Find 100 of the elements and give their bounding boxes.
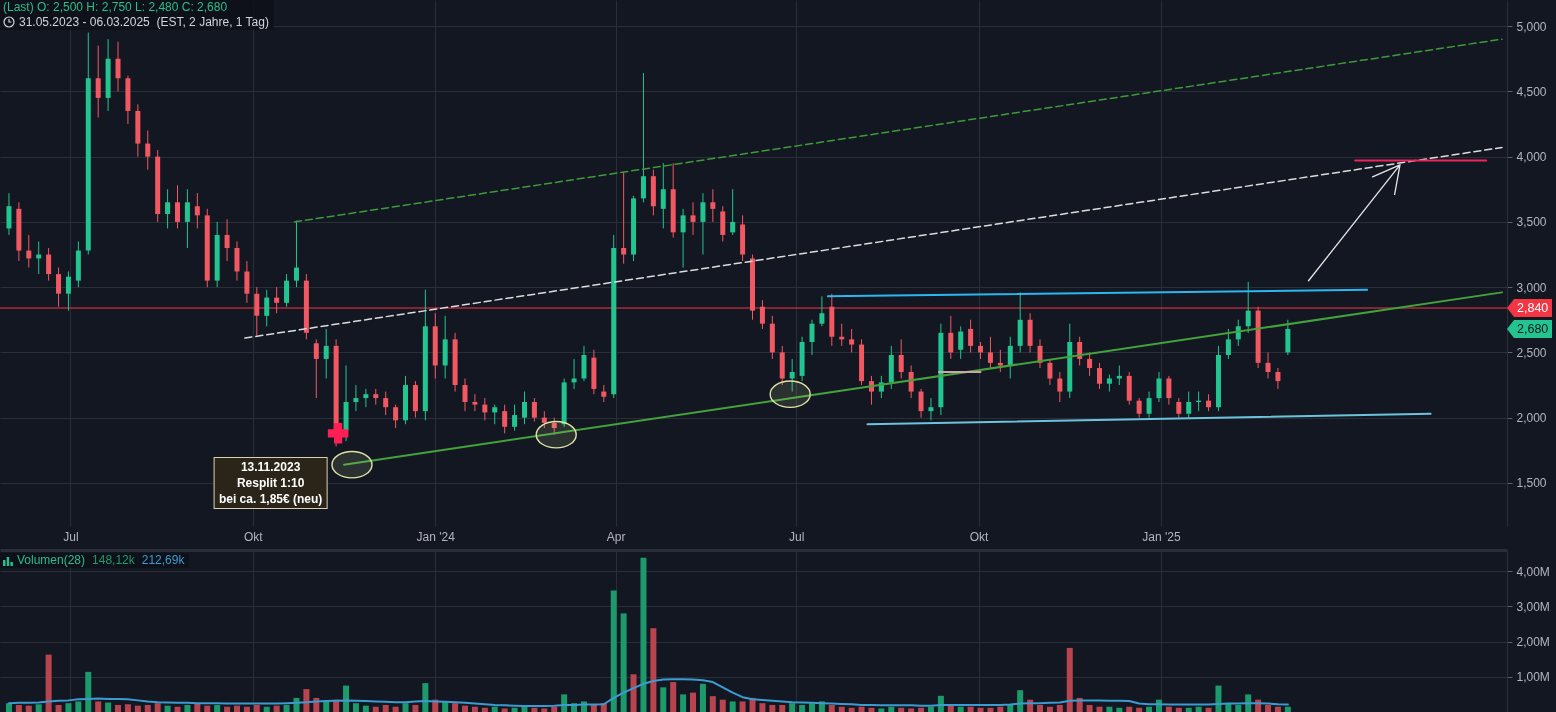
candlestick [1007,336,1013,380]
bar [848,707,855,712]
bar [85,671,92,712]
bar [55,704,62,712]
y-tick-label: 1,00M [1516,670,1550,685]
candlestick [1166,375,1172,406]
line-series [7,678,1289,708]
bar [1046,706,1053,712]
y-tick-label: 5,000 [1516,19,1547,34]
candlestick [323,328,329,380]
bar [45,654,52,712]
candlestick [730,188,736,236]
bar [670,682,677,712]
candlestick [184,188,190,249]
candlestick [809,319,815,356]
candlestick [1265,351,1271,380]
bar [273,705,280,712]
bar [521,706,528,712]
x-tick-label: Jan '25 [1142,529,1181,544]
bar [1136,707,1143,712]
bar [105,702,112,712]
candlestick [640,72,646,203]
bar [184,704,191,712]
bar [204,705,211,712]
candlestick [224,218,230,262]
candlestick [175,184,180,229]
bar [1066,647,1073,712]
chart-title: Volumen(28) [17,553,86,567]
bar [233,705,240,712]
candlestick [492,404,498,425]
bar [699,683,706,712]
bar [283,704,290,712]
bar [927,706,934,712]
candlestick [759,299,765,330]
candlestick [254,286,260,336]
bar [35,704,42,712]
bar [422,683,429,712]
bar [1017,690,1024,712]
candlestick [313,338,319,399]
bar [5,703,12,712]
annotation: 13.11.2023 Resplit 1:10 bei ca. 1,85€ (neu) [213,457,328,510]
bar [462,705,469,712]
candlestick [1047,358,1053,386]
y-tick-label: 4,500 [1516,84,1547,99]
bar [541,708,548,712]
bar [224,706,231,712]
y-tick-label: 2,500 [1516,345,1547,360]
bar [65,703,72,712]
bar [977,707,984,712]
bar [1007,704,1014,712]
bar [25,705,32,712]
bar [452,703,459,712]
bar [372,706,379,712]
candlestick [968,319,974,353]
bar [303,689,310,712]
chart-title: (Last) O: 2,500 H: 2,750 L: 2,480 C: 2,680 [3,0,228,14]
candlestick [908,364,914,399]
candlestick [680,208,686,269]
candlestick [700,192,706,256]
candlestick [1225,328,1231,360]
bar [799,704,806,712]
bar [174,706,181,712]
x-tick-label: Apr [606,529,626,544]
bar [789,703,796,712]
candlestick [1097,362,1102,390]
candlestick [1156,371,1162,403]
bar [620,613,627,712]
bar [1056,704,1063,712]
bar [779,704,786,712]
bar [610,590,617,712]
bar [323,701,330,712]
candlestick [363,388,369,408]
candlestick [512,404,518,432]
y-tick-label: 3,000 [1516,280,1547,295]
bar [1185,707,1192,712]
candlestick [293,220,299,288]
candlestick [65,270,71,312]
bar [680,694,687,712]
bar [709,696,716,712]
bar [868,707,875,712]
candlestick [393,404,399,429]
candlestick [194,192,200,229]
bar [640,557,647,712]
bar [1195,706,1202,712]
candlestick [1275,367,1281,390]
bar [511,707,518,712]
candlestick [918,388,924,419]
bar [967,706,974,712]
y-tick-label: 4,00M [1516,564,1550,579]
text: 2,680 [1507,319,1553,338]
candlestick [95,45,101,118]
bar [997,706,1004,712]
annotation: 212,69k [141,553,185,567]
bar [154,703,161,712]
y-tick-label: 3,500 [1516,215,1547,230]
bar [1215,685,1222,712]
bar [1274,706,1281,712]
candlestick [928,397,934,421]
candlestick [1245,281,1251,334]
y-tick-label: 2,00M [1516,635,1550,650]
